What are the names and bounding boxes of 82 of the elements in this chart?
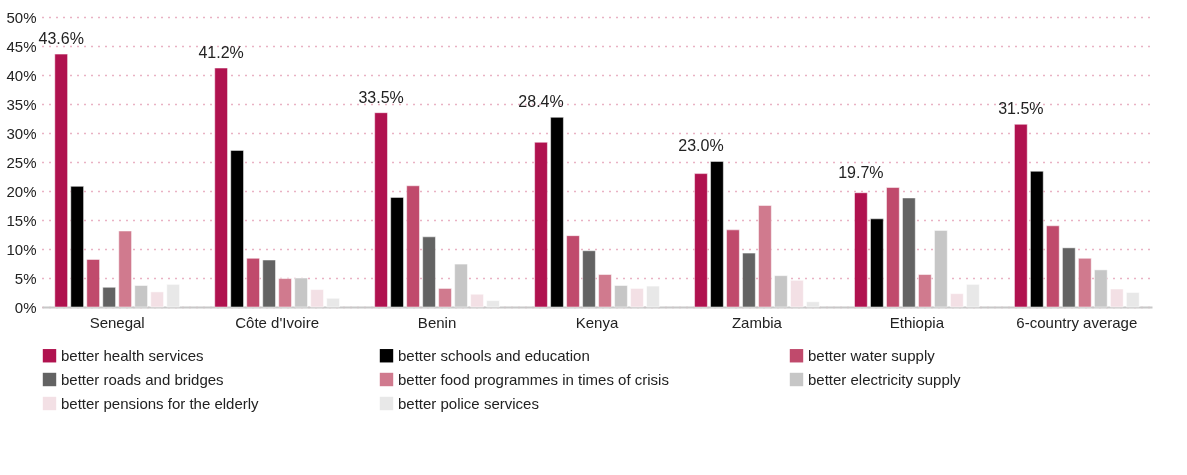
bar: [630, 288, 644, 308]
data-label: 41.2%: [198, 44, 244, 62]
bar: [742, 252, 756, 308]
bar: [406, 185, 420, 308]
bar: [790, 280, 804, 308]
bar: [486, 300, 500, 308]
bar: [1046, 225, 1060, 308]
bar: [918, 274, 932, 308]
bar: [966, 284, 980, 308]
bar: [118, 230, 132, 308]
data-label: 33.5%: [358, 88, 404, 106]
y-tick-label: 5%: [14, 269, 37, 287]
bar: [886, 187, 900, 308]
bar: [54, 53, 68, 308]
bar: [646, 285, 660, 308]
legend-label: better water supply: [808, 346, 936, 364]
bar: [1014, 124, 1028, 308]
bar: [214, 67, 228, 308]
legend-label: better police services: [398, 394, 539, 412]
bar: [310, 289, 324, 308]
y-tick-label: 50%: [6, 8, 37, 26]
bar: [438, 288, 452, 308]
y-tick-label: 35%: [6, 95, 37, 113]
data-label: 23.0%: [678, 137, 724, 155]
y-tick-label: 45%: [6, 37, 37, 55]
bar: [950, 293, 964, 308]
bar: [806, 301, 820, 308]
y-tick-label: 10%: [6, 240, 37, 258]
bar: [550, 117, 564, 308]
bar: [534, 142, 548, 308]
y-tick-label: 30%: [6, 124, 37, 142]
bar: [70, 186, 84, 308]
bar: [422, 236, 436, 308]
x-tick-label: Kenya: [575, 313, 619, 331]
bar: [854, 192, 868, 308]
y-tick-label: 40%: [6, 66, 37, 84]
bar: [390, 197, 404, 308]
bar: [1110, 288, 1124, 308]
bar: [598, 274, 612, 308]
legend-label: better health services: [61, 346, 204, 364]
legend-label: better schools and education: [398, 346, 590, 364]
legend-label: better roads and bridges: [61, 370, 224, 388]
bar: [1126, 292, 1140, 308]
bar: [278, 278, 292, 308]
bar: [262, 259, 276, 308]
bar: [86, 259, 100, 308]
data-label: 31.5%: [998, 100, 1044, 118]
data-label: 19.7%: [838, 163, 884, 181]
legend-label: better pensions for the elderly: [61, 394, 260, 412]
bar: [710, 161, 724, 308]
y-tick-label: 15%: [6, 211, 37, 229]
y-tick-label: 0%: [14, 298, 37, 316]
y-tick-label: 25%: [6, 153, 37, 171]
bar: [326, 298, 340, 308]
legend-label: better food programmes in times of crisis: [398, 370, 669, 388]
bar: [870, 218, 884, 308]
data-label: 43.6%: [38, 30, 84, 48]
bar: [102, 287, 116, 308]
x-tick-label: Ethiopia: [889, 313, 945, 331]
bar: [166, 284, 180, 308]
bar: [726, 229, 740, 308]
legend-label: better electricity supply: [808, 370, 962, 388]
bar: [582, 250, 596, 308]
bar: [1078, 258, 1092, 308]
bar: [374, 112, 388, 308]
data-label: 28.4%: [518, 93, 564, 111]
bar: [230, 150, 244, 308]
x-tick-label: Benin: [417, 313, 457, 331]
bar: [566, 235, 580, 308]
bar: [902, 197, 916, 308]
bar: [246, 258, 260, 308]
bar: [1030, 171, 1044, 308]
bar: [1062, 247, 1076, 308]
bar: [470, 293, 484, 308]
x-tick-label: Senegal: [89, 313, 145, 331]
x-tick-label: Côte d'Ivoire: [235, 313, 319, 331]
x-tick-label: 6-country average: [1016, 313, 1138, 331]
y-tick-label: 20%: [6, 182, 37, 200]
bar: [758, 205, 772, 308]
bar: [694, 173, 708, 308]
bar: [150, 291, 164, 308]
x-tick-label: Zambia: [731, 313, 783, 331]
